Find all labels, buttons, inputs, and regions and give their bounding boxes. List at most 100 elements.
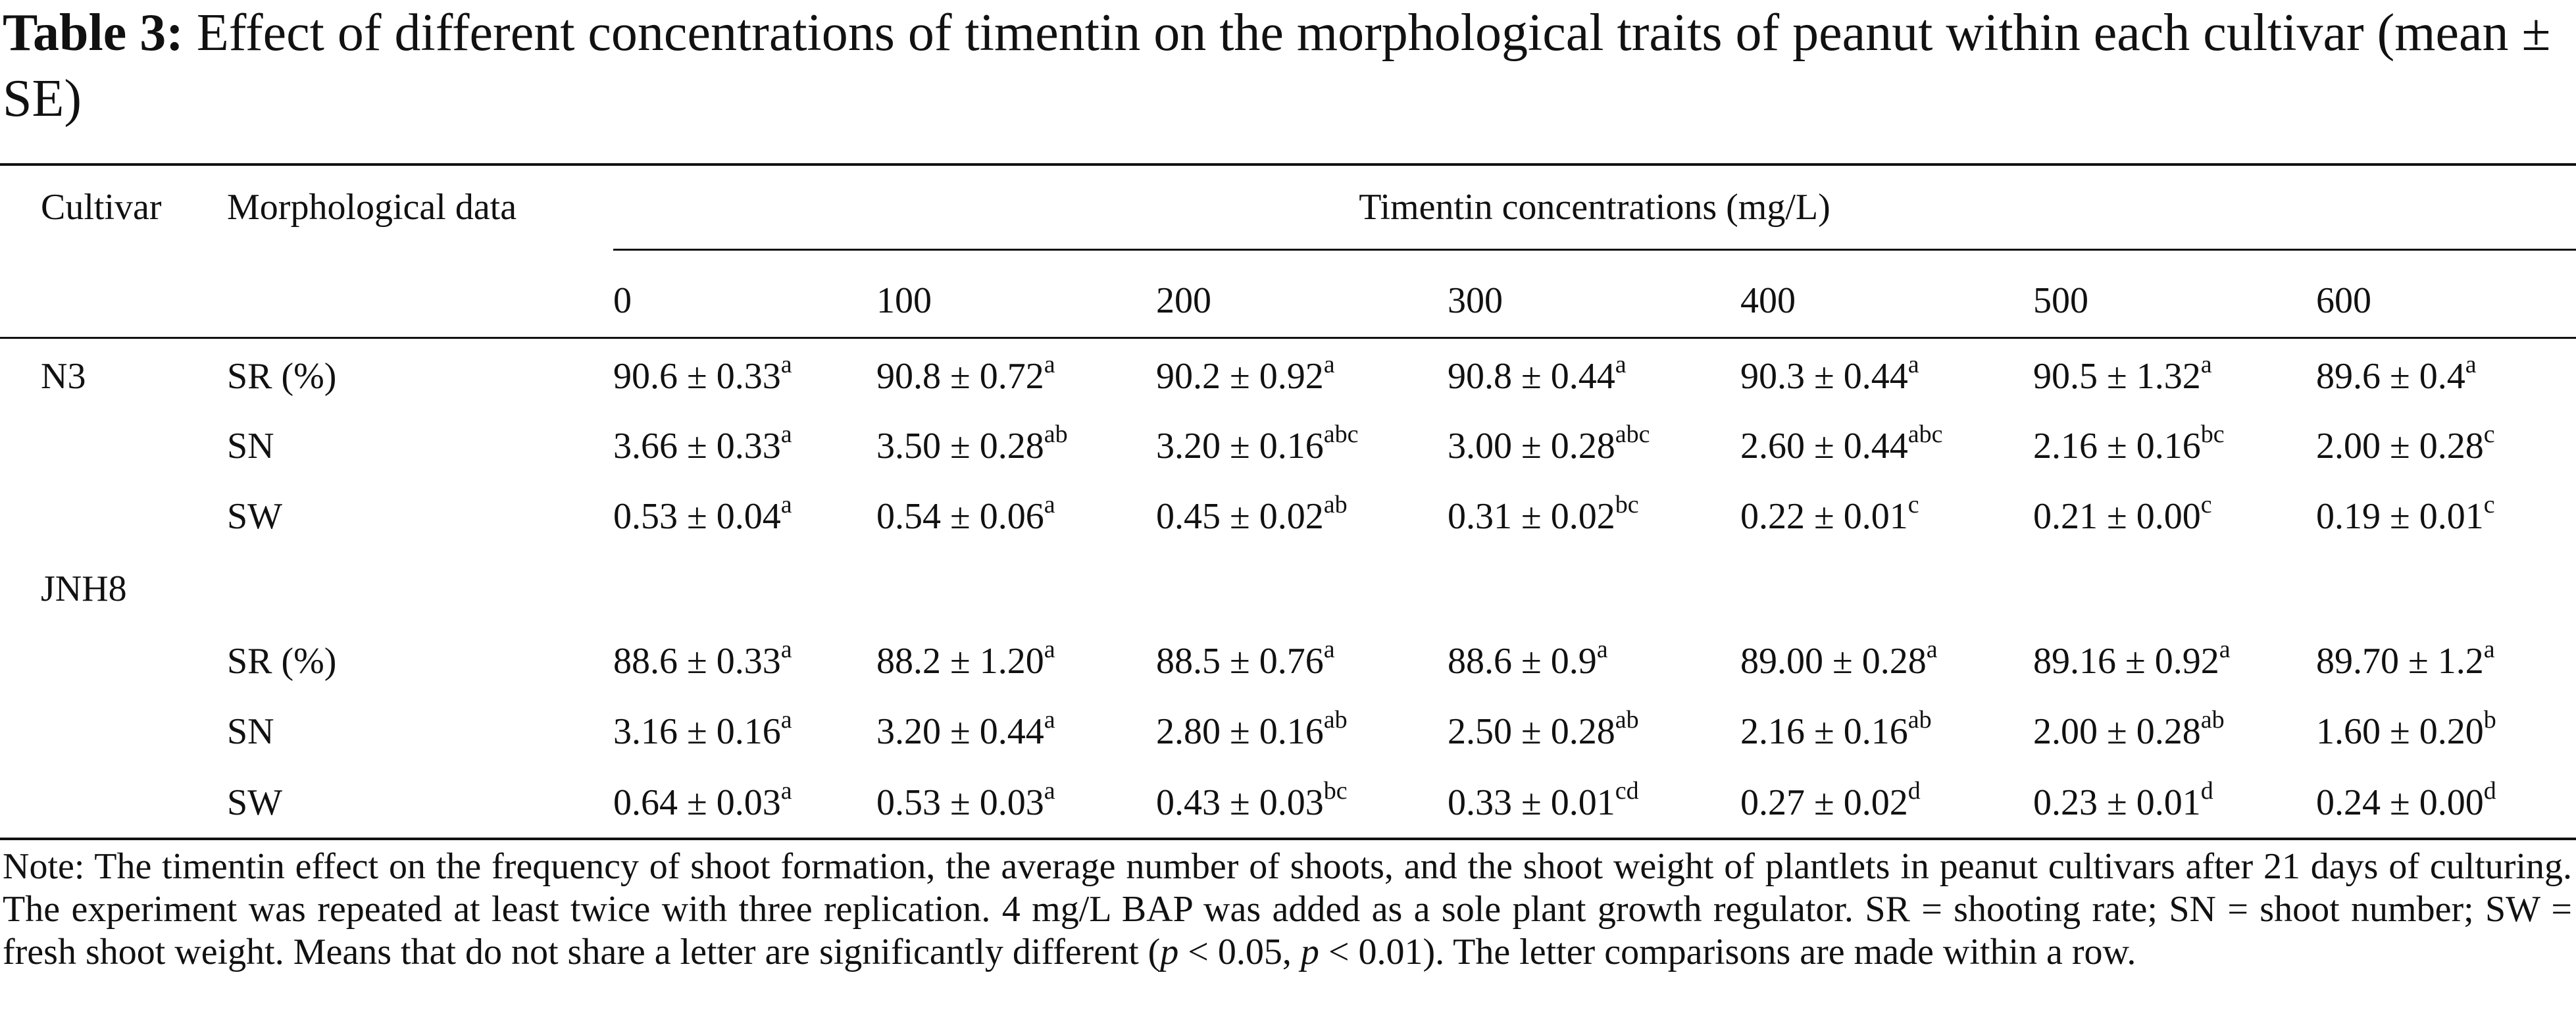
significance-letter: ab	[1907, 706, 1932, 734]
note-text: Note: The timentin effect on the frequen…	[3, 846, 2572, 972]
note-text: < 0.01). The letter comparisons are made…	[1319, 932, 2136, 972]
cell-value: 0.54 ± 0.06	[876, 496, 1044, 537]
cell-value: 0.27 ± 0.02	[1740, 782, 1908, 823]
significance-letter: a	[780, 636, 792, 663]
cell-value: 88.5 ± 0.76	[1156, 641, 1324, 682]
data-cell: 3.50 ± 0.28ab	[876, 422, 1068, 469]
significance-letter: a	[780, 351, 792, 378]
concentration-header: 400	[1740, 280, 1796, 321]
trait-label: SW	[227, 496, 282, 537]
significance-letter: a	[1044, 351, 1055, 378]
data-cell: 2.00 ± 0.28ab	[2033, 706, 2225, 755]
data-cell: 0.45 ± 0.02ab	[1156, 491, 1348, 540]
cell-value: 90.6 ± 0.33	[613, 356, 781, 397]
cell-value: 89.6 ± 0.4	[2316, 356, 2465, 397]
significance-letter: d	[2200, 777, 2213, 805]
significance-letter: c	[1907, 491, 1919, 518]
significance-letter: a	[780, 420, 792, 448]
significance-letter: ab	[2200, 706, 2225, 734]
significance-letter: a	[2483, 636, 2495, 663]
data-cell: 0.43 ± 0.03bc	[1156, 777, 1348, 826]
trait-label: SR (%)	[227, 356, 337, 397]
significance-letter: a	[1044, 777, 1055, 805]
significance-letter: ab	[1323, 491, 1348, 518]
data-cell: 2.16 ± 0.16ab	[1740, 706, 1932, 755]
column-header: Cultivar	[41, 187, 162, 228]
cell-value: 3.00 ± 0.28	[1448, 426, 1615, 466]
data-cell: 90.5 ± 1.32a	[2033, 352, 2212, 399]
data-cell: 3.16 ± 0.16a	[613, 707, 792, 755]
significance-letter: a	[1907, 351, 1919, 378]
cell-value: 90.2 ± 0.92	[1156, 356, 1324, 397]
data-cell: 0.22 ± 0.01c	[1740, 491, 1919, 540]
significance-letter: cd	[1615, 777, 1639, 805]
significance-letter: a	[1926, 636, 1938, 663]
data-cell: 90.6 ± 0.33a	[613, 351, 792, 399]
concentration-header: 100	[876, 280, 932, 321]
data-cell: 90.8 ± 0.72a	[876, 351, 1055, 399]
significance-letter: a	[1323, 636, 1335, 663]
cell-value: 0.53 ± 0.03	[876, 782, 1044, 823]
data-cell: 3.00 ± 0.28abc	[1448, 422, 1650, 469]
significance-letter: abc	[1907, 420, 1943, 448]
header-rule	[0, 337, 2576, 339]
data-cell: 2.50 ± 0.28ab	[1448, 707, 1639, 755]
data-cell: 89.6 ± 0.4a	[2316, 352, 2477, 399]
significance-letter: bc	[1615, 491, 1639, 518]
cell-value: 2.16 ± 0.16	[2033, 426, 2201, 466]
significance-letter: bc	[2200, 420, 2225, 448]
cell-value: 0.45 ± 0.02	[1156, 496, 1324, 537]
data-cell: 0.31 ± 0.02bc	[1448, 491, 1639, 540]
cell-value: 3.20 ± 0.44	[876, 711, 1044, 752]
data-cell: 90.3 ± 0.44a	[1740, 351, 1919, 399]
significance-letter: d	[1907, 777, 1921, 805]
cell-value: 2.50 ± 0.28	[1448, 711, 1615, 752]
cell-value: 2.60 ± 0.44	[1740, 426, 1908, 466]
cell-value: 90.3 ± 0.44	[1740, 356, 1908, 397]
cell-value: 88.6 ± 0.9	[1448, 641, 1597, 682]
cell-value: 3.66 ± 0.33	[613, 426, 781, 466]
column-header: Morphological data	[227, 187, 517, 228]
trait-label: SN	[227, 711, 274, 752]
data-cell: 0.53 ± 0.03a	[876, 777, 1055, 826]
significance-letter: bc	[1323, 777, 1348, 805]
cell-value: 90.8 ± 0.72	[876, 356, 1044, 397]
cell-value: 0.22 ± 0.01	[1740, 496, 1908, 537]
data-cell: 3.20 ± 0.16abc	[1156, 422, 1358, 469]
data-cell: 1.60 ± 0.20b	[2316, 707, 2496, 755]
cell-value: 0.23 ± 0.01	[2033, 782, 2201, 823]
data-cell: 2.80 ± 0.16ab	[1156, 706, 1348, 755]
trait-label: SR (%)	[227, 641, 337, 682]
table-title: Table 3: Effect of different concentratio…	[3, 0, 2572, 132]
data-cell: 3.20 ± 0.44a	[876, 707, 1055, 755]
data-cell: 0.64 ± 0.03a	[613, 778, 792, 826]
cell-value: 2.00 ± 0.28	[2316, 426, 2484, 466]
cell-value: 2.00 ± 0.28	[2033, 711, 2201, 752]
group-rule	[613, 249, 2576, 251]
concentration-header: 200	[1156, 280, 1211, 321]
significance-letter: a	[1615, 351, 1627, 378]
data-cell: 0.19 ± 0.01c	[2316, 491, 2495, 540]
significance-letter: c	[2483, 491, 2495, 518]
data-cell: 0.54 ± 0.06a	[876, 491, 1055, 540]
significance-letter: d	[2483, 777, 2496, 805]
significance-letter: c	[2483, 420, 2495, 448]
significance-letter: a	[1044, 491, 1055, 518]
group-header: Timentin concentrations (mg/L)	[1359, 187, 1831, 228]
significance-letter: a	[780, 491, 792, 518]
significance-letter: ab	[1323, 706, 1348, 734]
cell-value: 89.00 ± 0.28	[1740, 641, 1927, 682]
concentration-header: 600	[2316, 280, 2371, 321]
top-rule	[0, 163, 2576, 166]
bottom-rule	[0, 838, 2576, 840]
data-cell: 88.5 ± 0.76a	[1156, 636, 1335, 684]
concentration-header: 0	[613, 280, 632, 321]
trait-label: SN	[227, 426, 274, 466]
data-cell: 0.24 ± 0.00d	[2316, 777, 2496, 826]
data-cell: 90.8 ± 0.44a	[1448, 351, 1627, 399]
cell-value: 2.80 ± 0.16	[1156, 711, 1324, 752]
concentration-header: 300	[1448, 280, 1503, 321]
cell-value: 88.6 ± 0.33	[613, 641, 781, 682]
data-cell: 3.66 ± 0.33a	[613, 420, 792, 469]
title-text: Effect of different concentrations of ti…	[3, 4, 2551, 128]
